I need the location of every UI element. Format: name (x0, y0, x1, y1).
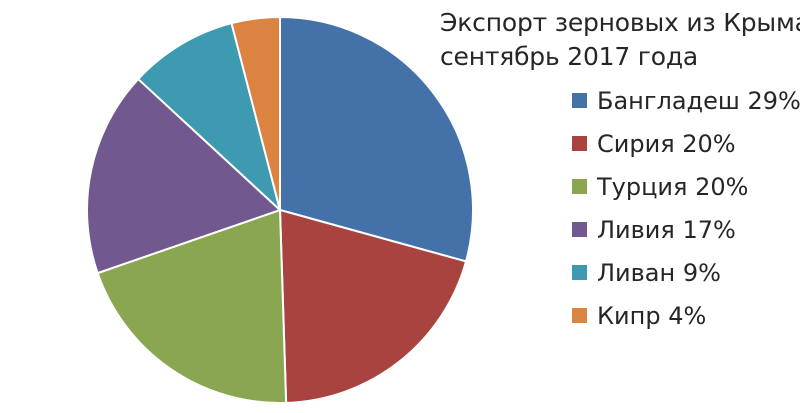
legend-item-cyprus: Кипр 4% (572, 294, 798, 337)
legend-item-lebanon: Ливан 9% (572, 251, 798, 294)
legend-label-cyprus: Кипр 4% (597, 301, 707, 330)
legend-label-turkey: Турция 20% (597, 172, 749, 201)
legend-item-syria: Сирия 20% (572, 122, 798, 165)
chart-title: Экспорт зерновых из Крыма, сентябрь 2017… (440, 6, 800, 74)
legend-label-lebanon: Ливан 9% (597, 258, 721, 287)
legend-label-bangladesh: Бангладеш 29% (597, 86, 800, 115)
legend-swatch-cyprus (572, 308, 587, 323)
pie-slice-libya (86, 78, 281, 275)
pie-slice-syria (279, 209, 468, 404)
pie-slice-lebanon (137, 22, 281, 211)
legend-item-bangladesh: Бангладеш 29% (572, 79, 800, 122)
chart-title-line-2: сентябрь 2017 года (440, 42, 699, 71)
pie-slice-turkey (96, 209, 288, 404)
legend-item-turkey: Турция 20% (572, 165, 798, 208)
legend-label-libya: Ливия 17% (597, 215, 736, 244)
legend-swatch-bangladesh (572, 93, 587, 108)
legend-swatch-syria (572, 136, 587, 151)
pie-slice-bangladesh (279, 16, 474, 263)
legend-label-syria: Сирия 20% (597, 129, 736, 158)
chart-title-line-1: Экспорт зерновых из Крыма, (440, 8, 800, 37)
pie-slice-cyprus (230, 16, 281, 211)
legend-swatch-libya (572, 222, 587, 237)
legend-swatch-turkey (572, 179, 587, 194)
legend-swatch-lebanon (572, 265, 587, 280)
chart-legend: Бангладеш 29% Сирия 20% Турция 20% Ливия… (572, 79, 800, 337)
legend-item-libya: Ливия 17% (572, 208, 798, 251)
